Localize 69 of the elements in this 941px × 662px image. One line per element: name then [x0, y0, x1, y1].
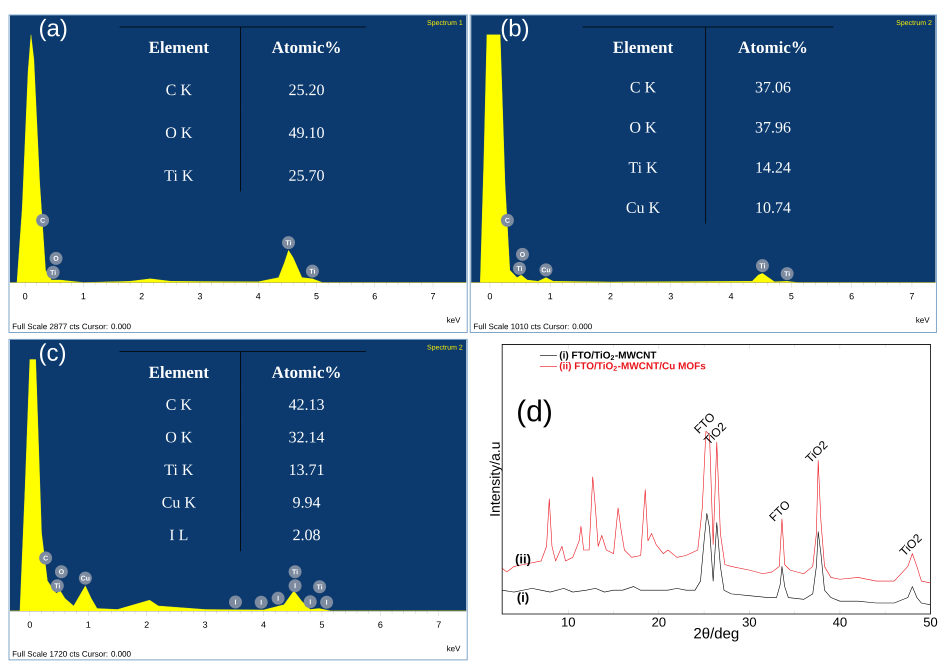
annotation: O K: [166, 432, 192, 443]
x-tick-label: 7: [430, 293, 436, 300]
annotation: Element: [148, 41, 209, 54]
x-tick-label: 6: [850, 293, 854, 300]
annotation: 9.94: [293, 497, 320, 508]
annotation: 37.06: [756, 82, 790, 93]
x-tick-label: 30: [742, 618, 756, 627]
annotation: 13.71: [290, 464, 324, 476]
annotation: Ti K: [628, 162, 658, 173]
x-tick-label: 2: [608, 293, 613, 300]
x-tick-label: 2: [144, 622, 149, 628]
x-tick-label: 3: [668, 293, 673, 300]
chart-title: (a): [40, 18, 66, 42]
x-tick-label: 6: [372, 293, 377, 300]
x-tick-label: 5: [789, 293, 794, 300]
annotation: 10.74: [756, 202, 791, 214]
x-tick-label: 1: [86, 622, 90, 628]
annotation: 37.96: [756, 122, 790, 133]
annotation: 25.20: [289, 84, 324, 96]
chart-title: (b): [502, 18, 528, 42]
x-tick-label: 3: [198, 293, 202, 300]
x-tick-label: 1: [82, 293, 86, 300]
x-tick-label: 3: [202, 622, 208, 628]
y-axis-title: Intensity/a.u: [490, 442, 503, 516]
x-tick-label: 0: [22, 293, 28, 300]
x-tick-label: 10: [562, 618, 575, 627]
annotation: Element: [148, 366, 209, 378]
x-tick-label: 4: [728, 293, 734, 300]
x-tick-label: 0: [488, 293, 492, 300]
x-tick-label: 4: [261, 622, 266, 628]
annotation: O K: [630, 122, 656, 133]
annotation: Ti K: [164, 464, 194, 476]
annotation: Element: [613, 41, 674, 54]
annotation: Atomic%: [272, 366, 340, 378]
annotation: O K: [166, 127, 192, 138]
x-tick-label: 40: [832, 618, 847, 627]
annotation: 25.70: [289, 170, 324, 181]
annotation: 32.14: [289, 432, 324, 443]
annotation: (i): [518, 592, 528, 605]
annotation: Cu K: [162, 497, 196, 508]
x-tick-label: 7: [436, 622, 441, 628]
x-tick-label: 20: [652, 618, 666, 627]
x-tick-label: 50: [924, 618, 938, 627]
annotation: C K: [630, 82, 656, 93]
x-tick-label: 5: [320, 622, 324, 628]
annotation: Cu K: [626, 202, 660, 214]
chart-title: (c): [40, 343, 66, 366]
x-tick-label: 1: [548, 293, 552, 300]
legend-label: (ii) FTO/TiO$_{2}$-MWCNT/Cu MOFs: [560, 362, 706, 372]
annotation: C K: [166, 84, 192, 96]
x-tick-label: 6: [378, 622, 382, 628]
annotation: I L: [170, 530, 188, 540]
x-tick-label: 4: [256, 293, 260, 300]
x-axis-title: 2θ/deg: [694, 628, 738, 642]
x-tick-label: 2: [140, 293, 144, 300]
x-tick-label: 0: [28, 622, 32, 628]
annotation: Atomic%: [272, 41, 340, 54]
annotation: Atomic%: [738, 41, 806, 54]
annotation: Ti K: [164, 170, 194, 181]
chart-title: (d): [518, 400, 551, 428]
annotation: 2.08: [293, 530, 320, 540]
annotation: (ii): [516, 554, 530, 566]
annotation: 49.10: [288, 127, 324, 138]
x-tick-label: 7: [910, 293, 914, 300]
annotation: C K: [166, 399, 192, 410]
legend-label: (i) FTO/TiO$_{2}$-MWCNT: [560, 351, 656, 361]
annotation: 42.13: [288, 399, 324, 410]
annotation: 14.24: [756, 162, 791, 173]
x-tick-label: 5: [314, 293, 319, 300]
